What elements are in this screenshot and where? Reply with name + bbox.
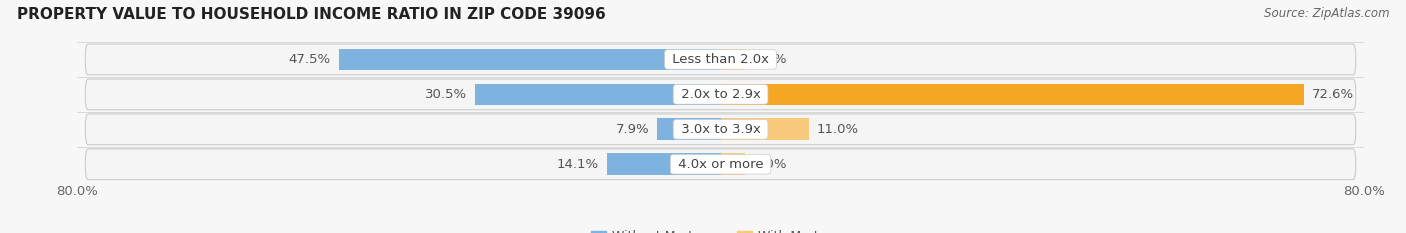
Text: 30.5%: 30.5% xyxy=(425,88,467,101)
Bar xyxy=(339,49,721,70)
Text: 4.0x or more: 4.0x or more xyxy=(673,158,768,171)
Text: 72.6%: 72.6% xyxy=(1312,88,1354,101)
Bar xyxy=(475,83,721,105)
Text: 2.0x to 2.9x: 2.0x to 2.9x xyxy=(676,88,765,101)
Legend: Without Mortgage, With Mortgage: Without Mortgage, With Mortgage xyxy=(586,225,855,233)
FancyBboxPatch shape xyxy=(86,44,1355,75)
FancyBboxPatch shape xyxy=(86,114,1355,145)
Text: 11.0%: 11.0% xyxy=(817,123,859,136)
Bar xyxy=(721,83,1305,105)
FancyBboxPatch shape xyxy=(86,149,1355,180)
Bar xyxy=(657,118,721,140)
Bar xyxy=(607,153,721,175)
Text: 14.1%: 14.1% xyxy=(557,158,599,171)
Text: Source: ZipAtlas.com: Source: ZipAtlas.com xyxy=(1264,7,1389,20)
Text: 0.0%: 0.0% xyxy=(752,158,786,171)
Text: 0.0%: 0.0% xyxy=(752,53,786,66)
Text: Less than 2.0x: Less than 2.0x xyxy=(668,53,773,66)
FancyBboxPatch shape xyxy=(86,79,1355,110)
Bar xyxy=(721,118,808,140)
Text: 7.9%: 7.9% xyxy=(616,123,650,136)
Text: PROPERTY VALUE TO HOUSEHOLD INCOME RATIO IN ZIP CODE 39096: PROPERTY VALUE TO HOUSEHOLD INCOME RATIO… xyxy=(17,7,606,22)
Bar xyxy=(721,153,745,175)
Bar xyxy=(721,49,745,70)
Text: 47.5%: 47.5% xyxy=(288,53,330,66)
Text: 3.0x to 3.9x: 3.0x to 3.9x xyxy=(676,123,765,136)
